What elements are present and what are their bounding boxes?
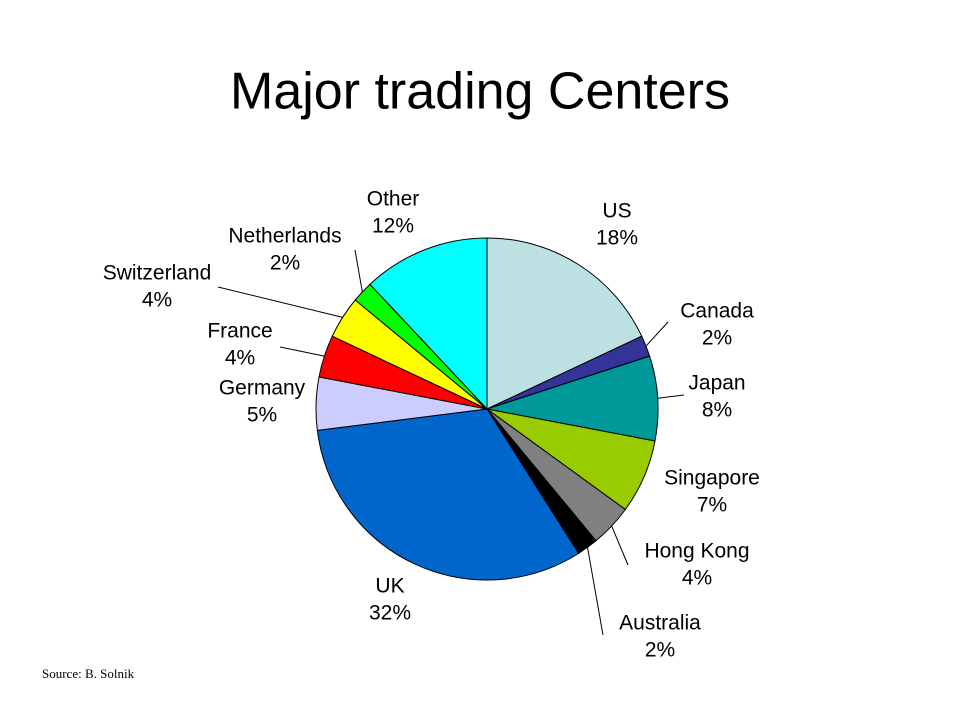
pie-slice	[316, 408, 580, 581]
leader-line	[217, 286, 343, 318]
slice-label: Switzerland	[103, 262, 212, 285]
slice-label: UK	[375, 575, 404, 598]
pie-slice	[369, 237, 488, 411]
slice-value-label: 18%	[596, 227, 638, 250]
slice-value-label: 32%	[369, 602, 411, 625]
slice-label: Hong Kong	[644, 540, 749, 563]
leader-line	[611, 525, 629, 566]
slice-value-label: 12%	[372, 215, 414, 238]
slice-value-label: 2%	[645, 639, 675, 662]
slice-label: Netherlands	[228, 225, 341, 248]
leader-line	[657, 394, 685, 399]
leader-line	[279, 346, 325, 357]
source-note: Source: B. Solnik	[42, 666, 135, 681]
slice-value-label: 8%	[702, 399, 732, 422]
slice-label: US	[602, 200, 631, 223]
slice-value-label: 7%	[697, 494, 727, 517]
leader-line	[645, 321, 669, 347]
leader-line	[354, 249, 363, 293]
slice-label: Australia	[619, 612, 701, 635]
slice-value-label: 5%	[247, 404, 277, 427]
leader-line	[587, 547, 604, 636]
slice-value-label: 2%	[270, 252, 300, 275]
slice-label: Germany	[219, 377, 306, 400]
slice-label: Canada	[680, 300, 754, 323]
slice-label: France	[207, 320, 272, 343]
chart-title: Major trading Centers	[230, 63, 730, 121]
slice-value-label: 4%	[225, 347, 255, 370]
slice-value-label: 4%	[682, 567, 712, 590]
slice-value-label: 4%	[142, 289, 172, 312]
pie-slice	[486, 237, 643, 410]
slice-label: Other	[367, 188, 420, 211]
slice-label: Singapore	[664, 467, 760, 490]
slice-label: Japan	[688, 372, 745, 395]
slice-value-label: 2%	[702, 327, 732, 350]
